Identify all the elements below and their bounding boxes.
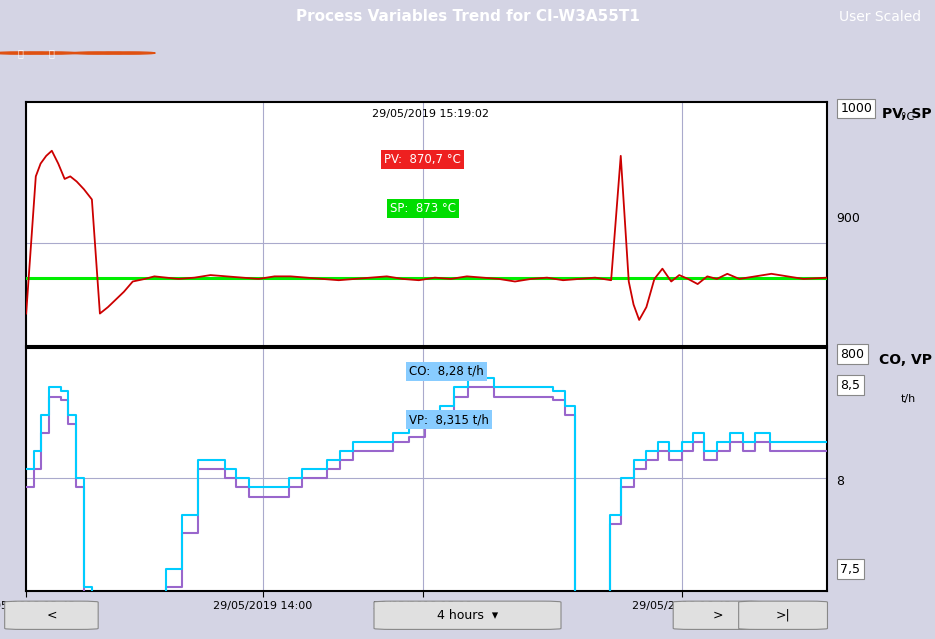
Text: t/h: t/h [900, 394, 916, 404]
Circle shape [0, 52, 47, 54]
FancyBboxPatch shape [374, 601, 561, 629]
Text: 7,5: 7,5 [841, 562, 860, 576]
Circle shape [25, 52, 78, 54]
Text: CO:  8,28 t/h: CO: 8,28 t/h [410, 365, 484, 378]
FancyBboxPatch shape [739, 601, 827, 629]
FancyBboxPatch shape [673, 601, 762, 629]
Text: 1000: 1000 [841, 102, 872, 115]
Text: 8,5: 8,5 [841, 378, 860, 392]
Text: PV, SP: PV, SP [882, 107, 932, 121]
Text: 29/05/2019 15:19:02: 29/05/2019 15:19:02 [372, 109, 489, 119]
Text: <: < [46, 609, 57, 622]
Text: 8: 8 [836, 475, 844, 488]
Text: >|: >| [776, 609, 790, 622]
FancyBboxPatch shape [5, 601, 98, 629]
Text: User Scaled: User Scaled [839, 10, 921, 24]
Text: VP:  8,315 t/h: VP: 8,315 t/h [410, 413, 489, 426]
Text: 4 hours  ▾: 4 hours ▾ [437, 609, 498, 622]
Text: >: > [712, 609, 723, 622]
Circle shape [72, 52, 124, 54]
Text: Process Variables Trend for CI-W3A55T1: Process Variables Trend for CI-W3A55T1 [295, 9, 640, 24]
Text: CO, VP: CO, VP [879, 353, 932, 367]
Text: SP:  873 °C: SP: 873 °C [390, 202, 456, 215]
Text: ⌕: ⌕ [49, 48, 54, 58]
Text: °C: °C [900, 112, 913, 123]
Text: PV:  870,7 °C: PV: 870,7 °C [384, 153, 461, 166]
Text: 800: 800 [841, 348, 864, 360]
Text: 900: 900 [836, 212, 860, 226]
Circle shape [103, 52, 155, 54]
Text: ⌕: ⌕ [18, 48, 23, 58]
